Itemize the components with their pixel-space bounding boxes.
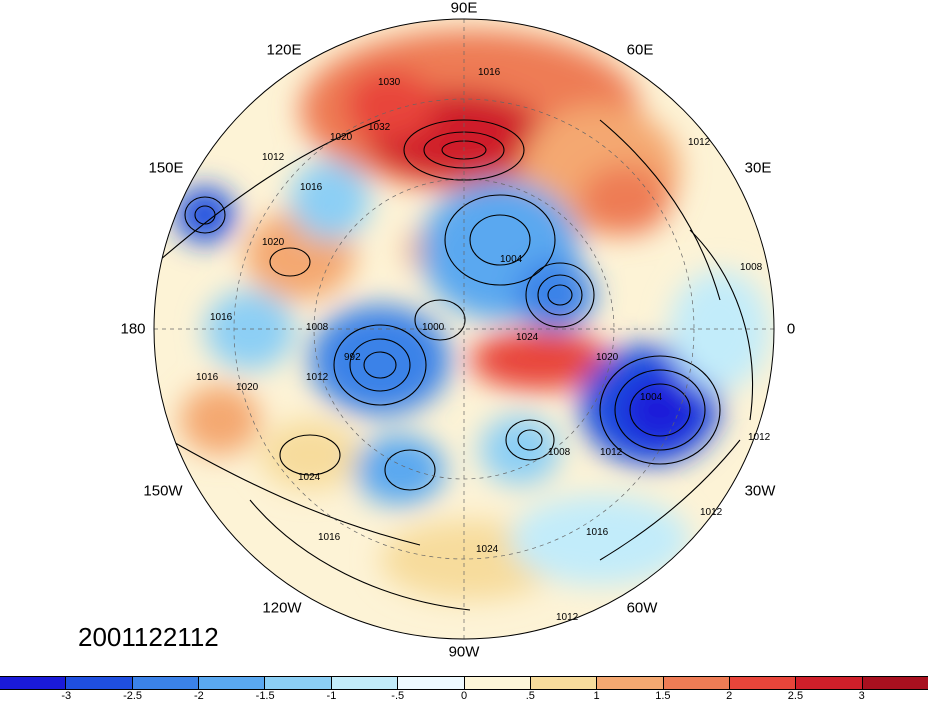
lon-label-30e: 30E [744,159,772,177]
contour-label: 1016 [300,182,323,193]
lon-label-150e: 150E [148,159,184,177]
lon-label-30w: 30W [744,482,776,500]
colorbar-segment [796,677,863,689]
colorbar-tick-label: 3 [858,690,865,702]
contour-label: 1012 [688,137,711,148]
colorbar-segment [132,677,200,689]
contour-label: 1012 [700,507,723,518]
lon-label-60e: 60E [626,41,654,59]
colorbar-segment [464,677,531,689]
contour-label: 1004 [500,254,523,265]
lon-label-180: 180 [120,320,146,338]
contour-label: 1016 [210,312,233,323]
lon-label-60w: 60W [626,599,658,617]
lon-label-120w: 120W [262,599,302,617]
contour-label: 1004 [640,392,663,403]
colorbar-tick-label: -1 [326,690,337,702]
graticule [154,19,774,639]
contour-label: 1024 [516,332,539,343]
contour-label: 1030 [378,77,401,88]
colorbar-tick-label: 0 [460,690,468,702]
colorbar-tick-label: 2.5 [787,690,804,702]
lon-label-90w: 90W [448,643,480,661]
colorbar-tick-label: .5 [525,690,535,702]
lon-label-150w: 150W [143,482,183,500]
contour-label: 1012 [556,612,579,623]
colorbar-segment [265,677,332,689]
lon-label-120e: 120E [266,41,302,59]
colorbar-tick-label: -3 [61,690,72,702]
anomaly-field [154,19,774,639]
contour-label: 1008 [306,322,329,333]
contour-label: 1012 [262,152,285,163]
colorbar-tick-label: 1.5 [655,690,671,702]
colorbar-segment [398,677,465,689]
contour-label: 1020 [236,382,259,393]
colorbar-tick-label: 1 [593,690,600,702]
colorbar-segment [862,677,928,689]
contour-label: 1020 [330,132,353,143]
map-boundary [153,18,775,640]
colorbar-segment [729,677,797,689]
colorbar-segment [0,677,67,689]
colorbar-segment [199,677,266,689]
contour-label: 1024 [476,544,499,555]
colorbar [0,676,928,690]
contour-label: 1020 [596,352,619,363]
colorbar-tick-label: -.5 [391,690,405,702]
colorbar-tick-label: 2 [726,690,733,702]
colorbar-tick-label: -2.5 [123,690,143,702]
colorbar-segment [663,677,730,689]
colorbar-segment [530,677,598,689]
colorbar-tick-label: -1.5 [255,690,275,702]
lon-label-90e: 90E [450,0,478,17]
lon-label-0: 0 [786,320,796,338]
contour-label: 1012 [306,372,329,383]
contour-label: 1024 [298,472,321,483]
colorbar-segment [331,677,399,689]
timestamp-label: 2001122112 [78,622,219,652]
contour-label: 1032 [368,122,391,133]
contour-label: 1020 [262,237,285,248]
polar-map: 1016 1030 1032 1020 1012 1016 1020 1004 … [153,18,775,640]
contour-label: 1016 [196,372,219,383]
contour-label: 1008 [548,447,571,458]
contour-label: 1016 [478,67,501,78]
colorbar-segment [597,677,664,689]
contour-label: 1016 [318,532,341,543]
contour-label: 1000 [422,322,445,333]
colorbar-segment [66,677,133,689]
contour-label: 1008 [740,262,763,273]
contour-label: 1012 [600,447,623,458]
colorbar-tick-label: -2 [193,690,204,702]
contour-label: 992 [344,352,361,363]
contour-label: 1012 [748,432,771,443]
contour-label: 1016 [586,527,609,538]
